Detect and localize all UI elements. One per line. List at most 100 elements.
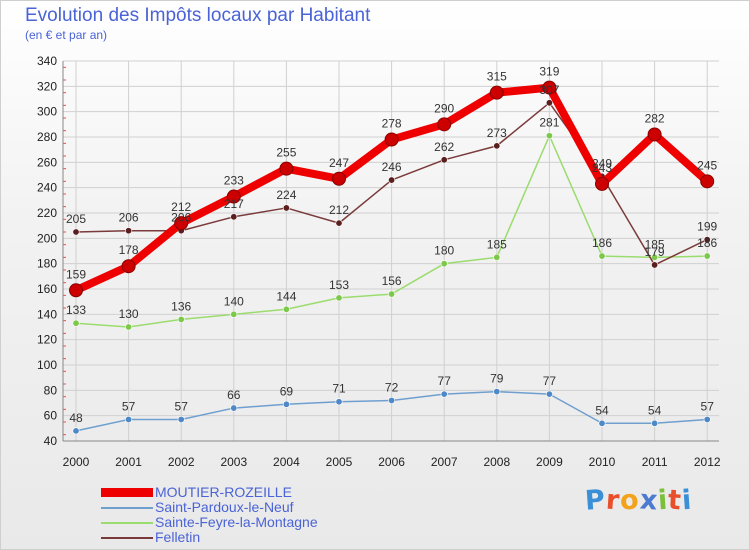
data-label: 159 (66, 267, 86, 281)
data-label: 57 (701, 399, 715, 413)
y-tick-label: 160 (37, 282, 57, 296)
data-label: 212 (329, 203, 349, 217)
data-label: 206 (119, 211, 139, 225)
data-label: 77 (438, 374, 452, 388)
chart-subtitle: (en € et par an) (25, 28, 108, 42)
data-point (335, 219, 343, 227)
data-label: 247 (329, 156, 349, 170)
data-point (174, 216, 189, 231)
x-tick-label: 2002 (168, 455, 195, 469)
data-label: 71 (332, 382, 346, 396)
x-tick-label: 2010 (589, 455, 616, 469)
data-point (700, 174, 715, 189)
data-label: 156 (382, 274, 402, 288)
data-point (177, 315, 185, 323)
data-point (230, 404, 238, 412)
legend-label: Sainte-Feyre-la-Montagne (155, 514, 318, 530)
data-point (125, 323, 133, 331)
legend-label: MOUTIER-ROZEILLE (155, 484, 292, 500)
data-label: 249 (592, 156, 612, 170)
data-point (440, 156, 448, 164)
data-label: 212 (171, 200, 191, 214)
data-point (542, 80, 557, 95)
logo-letter: o (619, 484, 641, 517)
data-label: 255 (276, 146, 296, 160)
data-point (493, 253, 501, 261)
data-label: 281 (539, 116, 559, 130)
data-point (282, 204, 290, 212)
data-point (598, 252, 606, 260)
data-point (545, 390, 553, 398)
axes: 40 60 80 100 120 140 160 180 200 220 240 260 280 300 3… (37, 54, 721, 469)
data-point (69, 283, 83, 298)
data-label: 77 (543, 374, 557, 388)
data-label: 245 (697, 158, 717, 172)
x-tick-label: 2006 (378, 455, 405, 469)
data-label: 206 (171, 211, 191, 225)
chart-title: Evolution des Impôts locaux par Habitant (25, 5, 371, 26)
data-point (545, 99, 553, 107)
data-point (72, 228, 80, 236)
data-point (72, 427, 80, 435)
data-label: 133 (66, 303, 86, 317)
y-tick-label: 80 (44, 383, 58, 397)
data-label: 72 (385, 380, 399, 394)
x-tick-label: 2008 (483, 455, 510, 469)
proxiti-logo: Proxiti (584, 484, 694, 517)
data-point (388, 396, 396, 404)
y-tick-label: 260 (37, 155, 57, 169)
data-point (703, 236, 711, 244)
y-tick-label: 240 (37, 181, 57, 195)
data-point (332, 171, 346, 186)
data-point (282, 400, 290, 408)
data-point (384, 132, 399, 147)
data-point (440, 390, 448, 398)
data-label: 54 (595, 403, 609, 417)
data-label: 246 (382, 160, 402, 174)
data-label: 290 (434, 101, 454, 115)
data-point (703, 252, 711, 260)
legend-swatch (101, 522, 153, 524)
legend-swatch (101, 488, 153, 497)
y-tick-label: 180 (37, 257, 57, 271)
data-label: 224 (276, 188, 296, 202)
data-point (388, 290, 396, 298)
data-label: 243 (592, 161, 612, 175)
legend-label: Felletin (155, 529, 201, 545)
data-label: 262 (434, 140, 454, 154)
x-tick-label: 2003 (220, 455, 247, 469)
data-point (177, 415, 185, 423)
y-tick-label: 320 (37, 79, 57, 93)
data-point (651, 419, 659, 427)
logo-letter: i (681, 484, 694, 517)
data-point (595, 176, 609, 191)
data-label: 282 (645, 111, 665, 125)
x-tick-label: 2009 (536, 455, 563, 469)
logo-letter: x (638, 484, 660, 517)
data-label: 54 (648, 403, 662, 417)
data-label: 319 (539, 65, 559, 79)
data-label: 79 (490, 372, 504, 386)
data-point (647, 127, 662, 142)
data-label: 185 (645, 237, 665, 251)
data-point (598, 419, 606, 427)
data-point (125, 415, 133, 423)
data-label: 66 (227, 388, 241, 402)
grid (63, 60, 719, 442)
x-tick-label: 2000 (63, 455, 90, 469)
data-label: 199 (697, 220, 717, 234)
data-label: 186 (697, 236, 717, 250)
data-label: 179 (645, 245, 665, 259)
y-tick-label: 120 (37, 333, 57, 347)
data-point (493, 142, 501, 150)
y-tick-label: 40 (44, 434, 58, 448)
data-point (121, 259, 136, 274)
data-label: 180 (434, 244, 454, 258)
data-label: 178 (119, 243, 139, 257)
data-point (125, 227, 133, 235)
y-tick-label: 280 (37, 130, 57, 144)
data-point (279, 161, 294, 176)
y-tick-label: 60 (44, 409, 58, 423)
